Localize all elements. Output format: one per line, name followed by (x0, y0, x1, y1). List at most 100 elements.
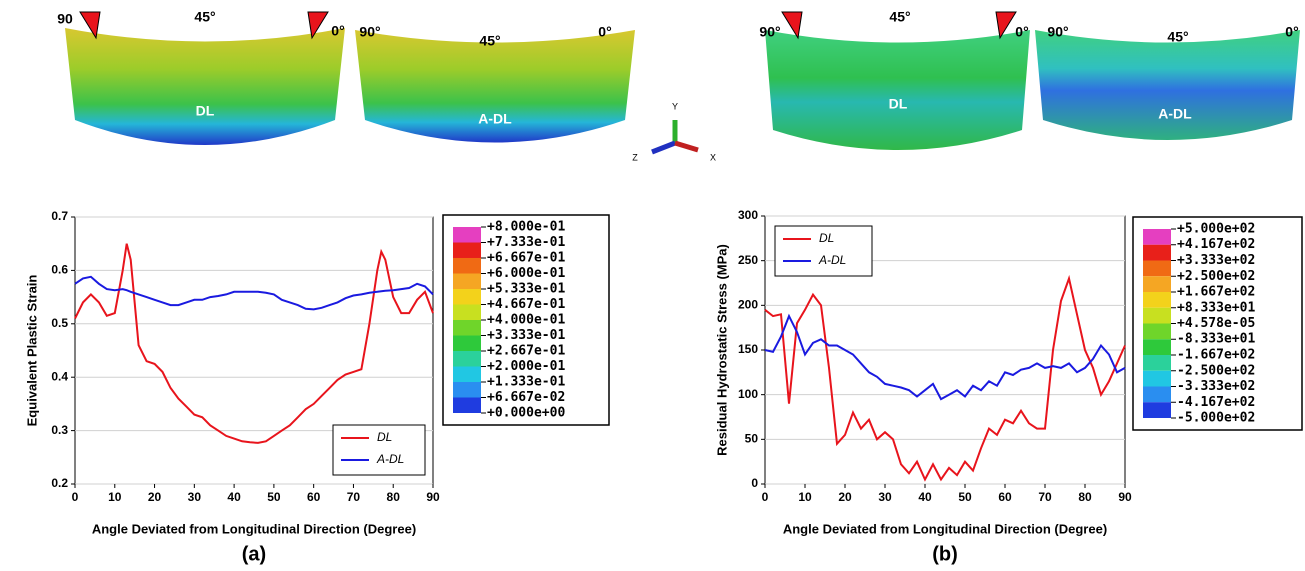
colorbar-label: +6.667e-02 (487, 390, 565, 405)
figure: 90 45° 0° DL 90° 45° 0° A-DL 90° 45° 0° … (0, 0, 1305, 571)
triad-label: X (710, 152, 716, 162)
colorbar-band (1143, 339, 1171, 355)
colorbar-band (1143, 324, 1171, 340)
colorbar-band (453, 382, 481, 397)
angle-label: 0° (1285, 24, 1298, 40)
data-line (75, 244, 433, 443)
cup-label: A-DL (478, 111, 512, 127)
colorbar-label: +5.333e-01 (487, 282, 565, 297)
colorbar-label: +8.333e+01 (1177, 300, 1255, 315)
y-tick-label: 250 (738, 253, 758, 267)
y-tick-label: 300 (738, 208, 758, 222)
colorbar-label: +2.000e-01 (487, 359, 565, 374)
y-tick-label: 0.3 (51, 423, 68, 437)
colorbar-band (453, 351, 481, 367)
cup-label: DL (196, 103, 215, 119)
y-tick-label: 100 (738, 387, 758, 401)
data-line (765, 316, 1125, 399)
y-tick-label: 0.6 (51, 263, 68, 277)
y-tick-label: 50 (745, 432, 759, 446)
colorbar-band (1143, 261, 1171, 277)
colorbar-band (1143, 308, 1171, 324)
cup-render (1035, 30, 1300, 140)
angle-label: 0° (598, 24, 611, 40)
cup-render (765, 30, 1030, 150)
colorbar-band (1143, 355, 1171, 371)
colorbar-band (453, 289, 481, 304)
angle-label: 45° (889, 9, 910, 25)
colorbar-label: +4.667e-01 (487, 297, 565, 312)
colorbar-band (1143, 245, 1171, 261)
colorbar-label: +0.000e+00 (487, 406, 565, 421)
y-tick-label: 0 (751, 476, 758, 490)
angle-label: 90 (57, 11, 73, 27)
colorbar-label: +3.333e-01 (487, 328, 565, 343)
legend-label: A-DL (818, 253, 846, 267)
colorbar-band (453, 227, 481, 243)
colorbar-band (453, 243, 481, 258)
colorbar-label: -1.667e+02 (1177, 348, 1255, 363)
angle-label: 90° (1047, 24, 1068, 40)
colorbar-label: +1.333e-01 (487, 375, 565, 390)
renderings: 90 45° 0° DL 90° 45° 0° A-DL 90° 45° 0° … (57, 9, 1300, 163)
colorbar-label: +6.000e-01 (487, 266, 565, 281)
y-tick-label: 200 (738, 298, 758, 312)
legend-label: DL (377, 430, 392, 444)
angle-label: 0° (1015, 24, 1028, 40)
x-tick-label: 70 (347, 490, 361, 504)
x-axis-label: Angle Deviated from Longitudinal Directi… (783, 521, 1107, 536)
colorbar-label: -2.500e+02 (1177, 363, 1255, 378)
x-tick-label: 30 (188, 490, 202, 504)
colorbar-label: +4.167e+02 (1177, 237, 1255, 252)
colorbar-label: -3.333e+02 (1177, 379, 1255, 394)
x-tick-label: 50 (958, 490, 972, 504)
angle-label: 90° (359, 24, 380, 40)
colorbar-label: -5.000e+02 (1177, 411, 1255, 426)
colorbar-band (453, 304, 481, 320)
x-tick-label: 70 (1038, 490, 1052, 504)
legend-label: DL (819, 231, 834, 245)
x-tick-label: 10 (108, 490, 122, 504)
colorbar-band (1143, 386, 1171, 402)
x-tick-label: 80 (387, 490, 401, 504)
y-axis-label: Equivalent Plastic Strain (24, 275, 39, 427)
cup-label: A-DL (1158, 106, 1192, 122)
x-tick-label: 60 (307, 490, 321, 504)
colorbar-label: +3.333e+02 (1177, 253, 1255, 268)
data-line (75, 277, 433, 310)
y-tick-label: 0.4 (51, 369, 68, 383)
data-line (765, 279, 1125, 480)
colorbar-label: -8.333e+01 (1177, 332, 1255, 347)
x-tick-label: 30 (878, 490, 892, 504)
colorbar-band (1143, 371, 1171, 387)
colorbar-label: +1.667e+02 (1177, 284, 1255, 299)
angle-label: 90° (759, 24, 780, 40)
colorbar-label: -4.167e+02 (1177, 395, 1255, 410)
angle-label: 45° (194, 9, 215, 25)
colorbar-band (1143, 229, 1171, 245)
colorbar-band (453, 258, 481, 274)
y-tick-label: 0.7 (51, 209, 68, 223)
colorbar-label: +4.000e-01 (487, 313, 565, 328)
x-tick-label: 20 (148, 490, 162, 504)
cup-render (65, 28, 345, 145)
y-axis-label: Residual Hydrostatic Stress (MPa) (714, 244, 729, 456)
y-tick-label: 0.5 (51, 316, 68, 330)
x-tick-label: 50 (267, 490, 281, 504)
panel-label: (b) (932, 543, 958, 565)
x-tick-label: 0 (72, 490, 79, 504)
legend-label: A-DL (376, 452, 404, 466)
angle-label: 45° (1167, 29, 1188, 45)
x-tick-label: 40 (918, 490, 932, 504)
x-tick-label: 60 (998, 490, 1012, 504)
angle-label: 45° (479, 33, 500, 49)
x-tick-label: 0 (762, 490, 769, 504)
x-axis-label: Angle Deviated from Longitudinal Directi… (92, 521, 416, 536)
colorbar-band (453, 367, 481, 383)
y-tick-label: 150 (738, 342, 758, 356)
colorbar-band (453, 397, 481, 413)
panel-label: (a) (242, 543, 266, 565)
axis-triad: Y Z X (632, 101, 716, 162)
x-tick-label: 20 (838, 490, 852, 504)
colorbar-band (453, 274, 481, 290)
